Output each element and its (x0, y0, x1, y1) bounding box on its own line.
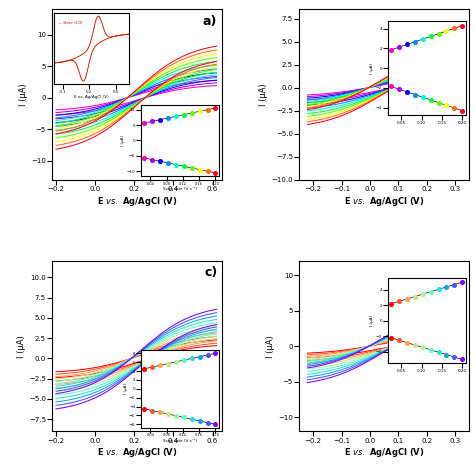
Y-axis label: I (μA): I (μA) (19, 83, 28, 106)
Text: a): a) (203, 15, 217, 27)
X-axis label: E $vs.$ Ag/AgCl (V): E $vs.$ Ag/AgCl (V) (344, 447, 424, 459)
X-axis label: E $vs.$ Ag/AgCl (V): E $vs.$ Ag/AgCl (V) (97, 195, 178, 208)
Y-axis label: I (μA): I (μA) (259, 83, 268, 106)
X-axis label: E $vs.$ Ag/AgCl (V): E $vs.$ Ag/AgCl (V) (97, 447, 178, 459)
Y-axis label: I (μA): I (μA) (266, 335, 275, 358)
X-axis label: E $vs.$ Ag/AgCl (V): E $vs.$ Ag/AgCl (V) (344, 195, 424, 208)
Text: c): c) (204, 266, 217, 279)
Y-axis label: I (μA): I (μA) (17, 335, 26, 358)
